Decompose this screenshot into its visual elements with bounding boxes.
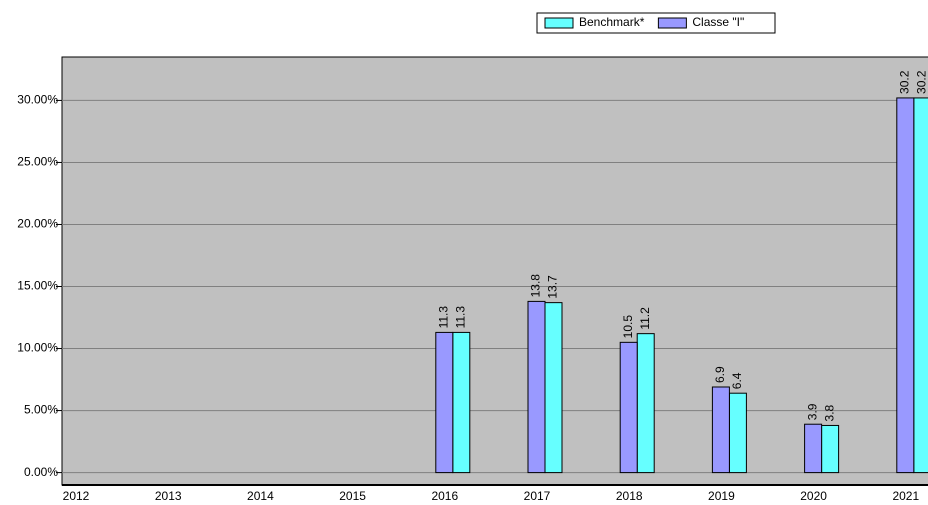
y-tick-label: 30.00% xyxy=(17,93,58,107)
bar xyxy=(711,386,730,474)
x-tick-label: 2015 xyxy=(339,489,366,503)
y-tick-label: 15.00% xyxy=(17,279,58,293)
legend-label: Classe "I" xyxy=(692,15,744,29)
x-tick-label: 2013 xyxy=(155,489,182,503)
value-label: 3.9 xyxy=(805,403,819,420)
value-label: 11.2 xyxy=(638,307,652,330)
value-label: 6.9 xyxy=(713,366,727,383)
x-tick-label: 2017 xyxy=(524,489,551,503)
bar xyxy=(636,333,655,474)
legend-label: Benchmark* xyxy=(579,15,645,29)
value-label: 13.7 xyxy=(546,275,560,299)
bar xyxy=(544,302,563,474)
x-tick-label: 2016 xyxy=(431,489,458,503)
y-tick-label: 5.00% xyxy=(24,403,58,417)
bar xyxy=(728,392,747,474)
x-tick-label: 2021 xyxy=(892,489,919,503)
value-label: 11.3 xyxy=(436,306,450,329)
value-label: 13.8 xyxy=(529,274,543,298)
legend-box xyxy=(536,12,776,34)
value-label: 30.2 xyxy=(897,70,911,94)
bar xyxy=(913,97,928,474)
value-label: 30.2 xyxy=(914,70,928,94)
bar xyxy=(804,423,823,474)
y-tick-label: 25.00% xyxy=(17,155,58,169)
y-tick-label: 20.00% xyxy=(17,217,58,231)
legend-swatch xyxy=(657,17,687,29)
x-tick-label: 2014 xyxy=(247,489,274,503)
legend-swatch xyxy=(544,17,574,29)
x-tick-label: 2012 xyxy=(63,489,90,503)
value-label: 10.5 xyxy=(621,315,635,339)
value-label: 6.4 xyxy=(730,372,744,389)
y-tick-label: 0.00% xyxy=(24,465,58,479)
bar xyxy=(619,341,638,474)
value-label: 3.8 xyxy=(822,404,836,421)
x-tick-label: 2020 xyxy=(800,489,827,503)
bar xyxy=(527,300,546,474)
bar xyxy=(821,424,840,474)
x-tick-label: 2018 xyxy=(616,489,643,503)
bar xyxy=(435,331,454,474)
bar xyxy=(452,331,471,474)
y-tick-label: 10.00% xyxy=(17,341,58,355)
x-tick-label: 2019 xyxy=(708,489,735,503)
plot-area xyxy=(61,56,928,486)
bar xyxy=(896,97,915,474)
value-label: 11.3 xyxy=(453,306,467,329)
